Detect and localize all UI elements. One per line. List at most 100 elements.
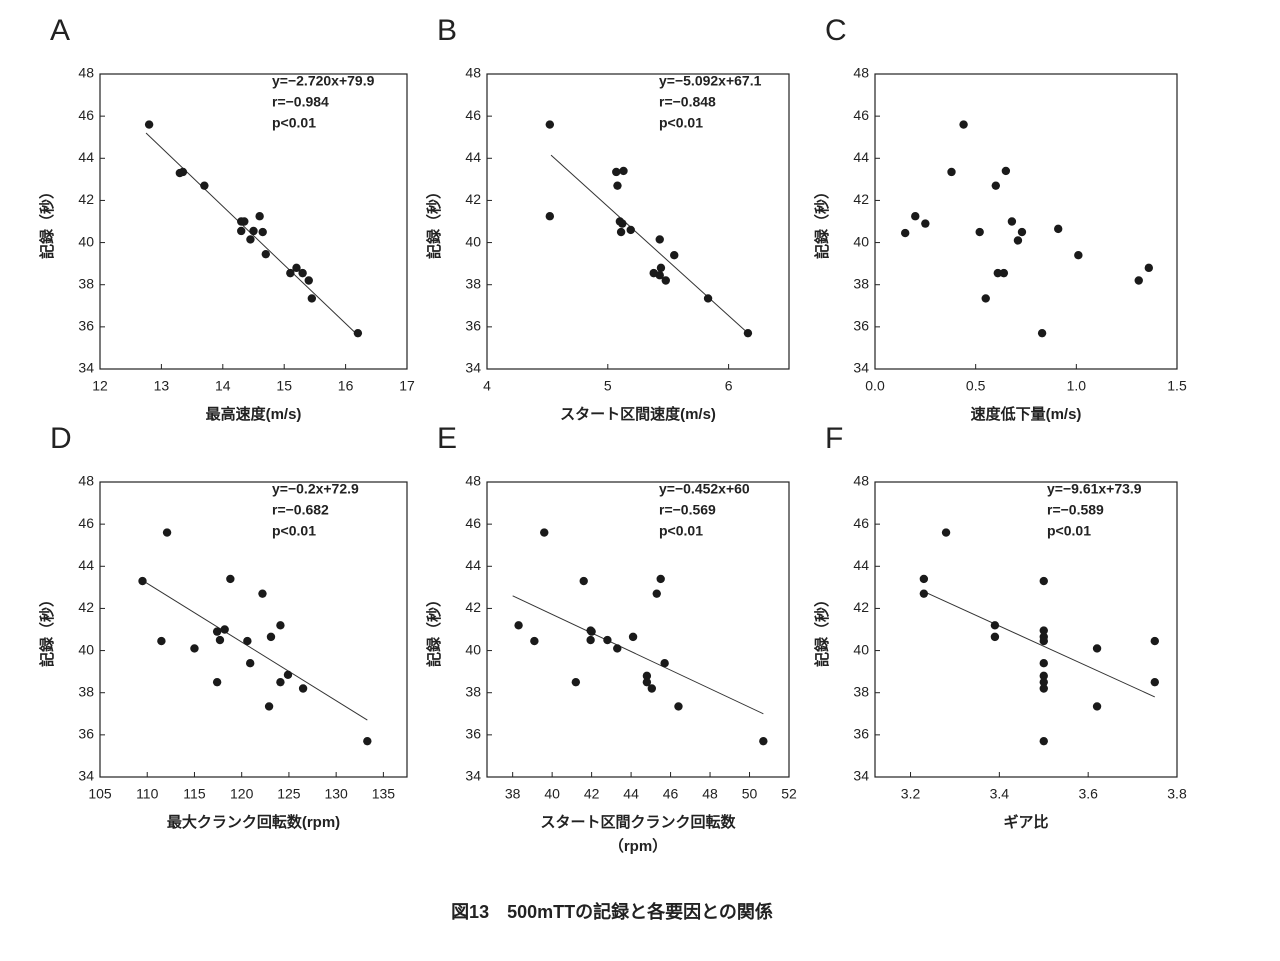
y-axis-label: 記録（秒） (425, 592, 443, 667)
x-tick-label: 17 (399, 378, 415, 394)
panel-letter: E (437, 422, 457, 455)
data-point (292, 263, 301, 273)
data-point (703, 294, 713, 303)
data-point (647, 684, 657, 693)
data-point (1039, 659, 1048, 668)
annotation: p<0.01 (1047, 523, 1091, 539)
y-tick-label: 48 (465, 65, 481, 81)
trend-line (550, 154, 749, 334)
trend-line (143, 580, 368, 721)
y-tick-label: 38 (465, 275, 481, 291)
annotation: p<0.01 (659, 115, 703, 131)
annotation: r=−0.569 (659, 502, 716, 518)
y-tick-label: 44 (853, 149, 869, 165)
y-tick-label: 38 (465, 683, 481, 699)
data-point (286, 268, 295, 278)
data-point (307, 294, 317, 303)
data-point (991, 181, 1000, 190)
data-point (178, 167, 188, 177)
data-point (656, 574, 665, 584)
annotation: y=−0.452x+60 (659, 481, 750, 497)
data-point (298, 684, 308, 693)
y-tick-label: 34 (853, 768, 869, 784)
x-tick-label: 3.4 (990, 786, 1010, 802)
panel-letter: C (825, 14, 847, 47)
data-point (283, 670, 293, 680)
data-point (587, 627, 596, 636)
y-tick-label: 42 (465, 191, 481, 207)
x-tick-label: 6 (725, 378, 733, 394)
data-point (1037, 328, 1047, 338)
data-point (579, 576, 588, 586)
data-point (674, 702, 683, 711)
annotation: r=−0.848 (659, 94, 716, 110)
x-tick-label: 13 (154, 378, 170, 394)
x-tick-label: 135 (372, 786, 396, 802)
y-tick-label: 42 (78, 599, 94, 615)
data-point (1150, 636, 1159, 646)
y-tick-label: 46 (465, 107, 481, 123)
data-point (1013, 236, 1023, 245)
data-point (246, 235, 255, 244)
x-tick-label: 115 (183, 786, 206, 802)
y-tick-label: 40 (78, 233, 94, 249)
y-tick-label: 46 (465, 515, 481, 531)
data-point (759, 736, 768, 746)
data-point (743, 328, 753, 338)
y-tick-label: 40 (78, 641, 94, 657)
plot-frame (874, 481, 1178, 778)
x-tick-label: 130 (324, 786, 348, 802)
data-point (215, 635, 225, 645)
y-tick-label: 46 (78, 107, 94, 123)
data-point (975, 227, 984, 237)
plot-frame (874, 73, 1178, 370)
y-tick-label: 46 (853, 515, 869, 531)
y-tick-label: 44 (78, 149, 94, 165)
y-tick-label: 38 (78, 275, 94, 291)
x-tick-label: 3.8 (1167, 786, 1187, 802)
annotation: y=−5.092x+67.1 (659, 73, 762, 89)
data-point (660, 659, 669, 668)
y-axis-label: 記録（秒） (38, 592, 56, 667)
data-point (258, 589, 267, 598)
y-tick-label: 48 (853, 473, 869, 489)
plot-frame (486, 73, 790, 370)
annotation: y=−9.61x+73.9 (1047, 481, 1142, 497)
data-point (999, 268, 1009, 278)
panel-letter: B (437, 14, 457, 47)
data-point (226, 574, 235, 584)
x-tick-label: 42 (584, 786, 600, 802)
data-point (304, 276, 313, 285)
y-tick-label: 40 (853, 233, 869, 249)
data-point (618, 219, 627, 228)
y-tick-label: 48 (78, 65, 94, 81)
x-tick-label: 16 (338, 378, 354, 394)
data-point (261, 249, 270, 259)
panel-letter: A (50, 14, 70, 47)
y-tick-label: 42 (78, 191, 94, 207)
trend-line (512, 595, 764, 715)
y-tick-label: 48 (465, 473, 481, 489)
annotation: r=−0.589 (1047, 502, 1104, 518)
data-point (941, 528, 951, 537)
x-tick-label: 14 (215, 378, 231, 394)
data-point (993, 268, 1003, 278)
data-point (138, 576, 147, 586)
data-point (255, 212, 264, 221)
data-point (514, 621, 523, 630)
data-point (626, 225, 635, 235)
data-point (157, 636, 166, 646)
y-tick-label: 40 (853, 641, 869, 657)
x-tick-label: 110 (136, 786, 159, 802)
x-axis-label: 速度低下量(m/s) (971, 405, 1082, 423)
data-point (613, 644, 622, 653)
data-point (655, 235, 664, 244)
y-axis-label: 記録（秒） (813, 592, 831, 667)
data-point (1001, 166, 1011, 176)
y-tick-label: 34 (78, 768, 94, 784)
y-tick-label: 42 (853, 599, 869, 615)
data-point (1039, 626, 1048, 635)
x-tick-label: 105 (88, 786, 112, 802)
y-tick-label: 36 (465, 726, 481, 742)
data-point (612, 167, 621, 177)
